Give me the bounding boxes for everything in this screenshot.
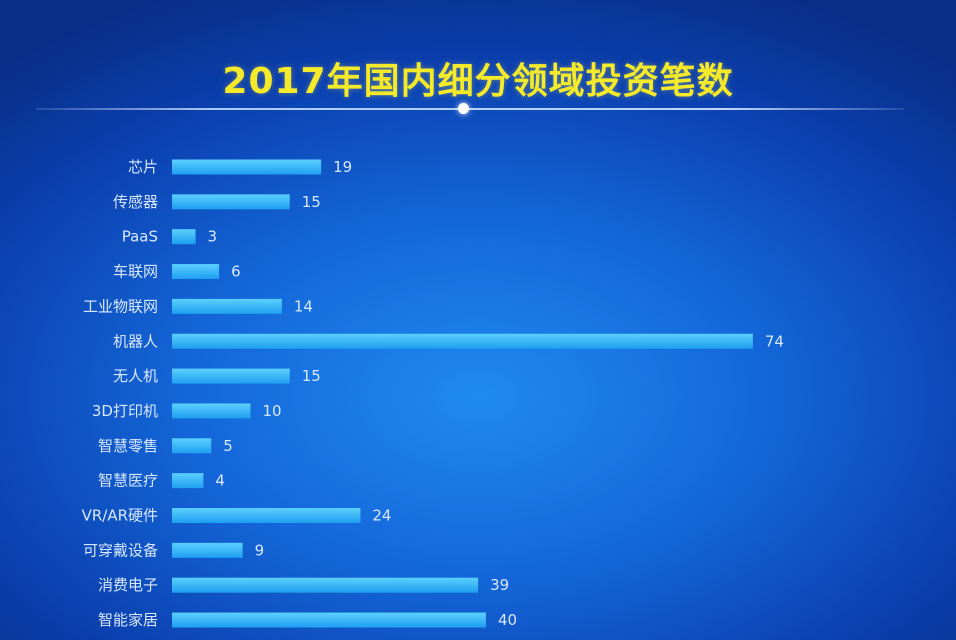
bar — [172, 403, 251, 419]
bar — [172, 333, 753, 349]
category-label: VR/AR硬件 — [82, 507, 158, 525]
category-label: 智慧零售 — [98, 437, 158, 455]
value-label: 14 — [294, 297, 313, 315]
category-label: 芯片 — [128, 158, 158, 176]
category-label: 工业物联网 — [83, 297, 158, 315]
category-label: 传感器 — [113, 193, 158, 211]
value-label: 19 — [333, 158, 352, 176]
bar — [172, 473, 204, 489]
value-label: 3 — [208, 228, 218, 246]
bar — [172, 508, 361, 523]
bar — [172, 542, 243, 558]
bar — [172, 229, 196, 245]
bar — [172, 368, 290, 384]
divider-dot — [458, 103, 469, 114]
bar — [172, 438, 212, 454]
category-label: 智能家居 — [98, 611, 158, 629]
category-label: 消费电子 — [98, 576, 158, 594]
bar — [172, 159, 322, 175]
chart-title: 2017年国内细分领域投资笔数 — [222, 61, 734, 102]
category-label: 可穿戴设备 — [83, 541, 158, 559]
title-divider — [36, 108, 904, 110]
value-label: 10 — [263, 402, 282, 420]
category-label: 车联网 — [113, 263, 158, 281]
value-label: 40 — [498, 611, 517, 629]
bar — [172, 612, 486, 628]
value-label: 4 — [215, 472, 225, 490]
bar — [172, 577, 479, 593]
value-label: 6 — [231, 263, 241, 281]
bar — [172, 264, 220, 280]
bar — [172, 298, 282, 314]
value-label: 74 — [765, 332, 784, 350]
category-label: 机器人 — [113, 332, 158, 350]
category-label: 智慧医疗 — [98, 472, 158, 490]
value-label: 5 — [223, 437, 233, 455]
value-label: 15 — [302, 367, 321, 385]
category-label: 无人机 — [113, 367, 158, 385]
category-label: PaaS — [122, 228, 158, 246]
value-label: 15 — [302, 193, 321, 211]
value-label: 9 — [255, 541, 265, 559]
category-label: 3D打印机 — [92, 402, 158, 420]
bar — [172, 194, 290, 210]
value-label: 24 — [372, 507, 391, 525]
value-label: 39 — [490, 576, 509, 594]
